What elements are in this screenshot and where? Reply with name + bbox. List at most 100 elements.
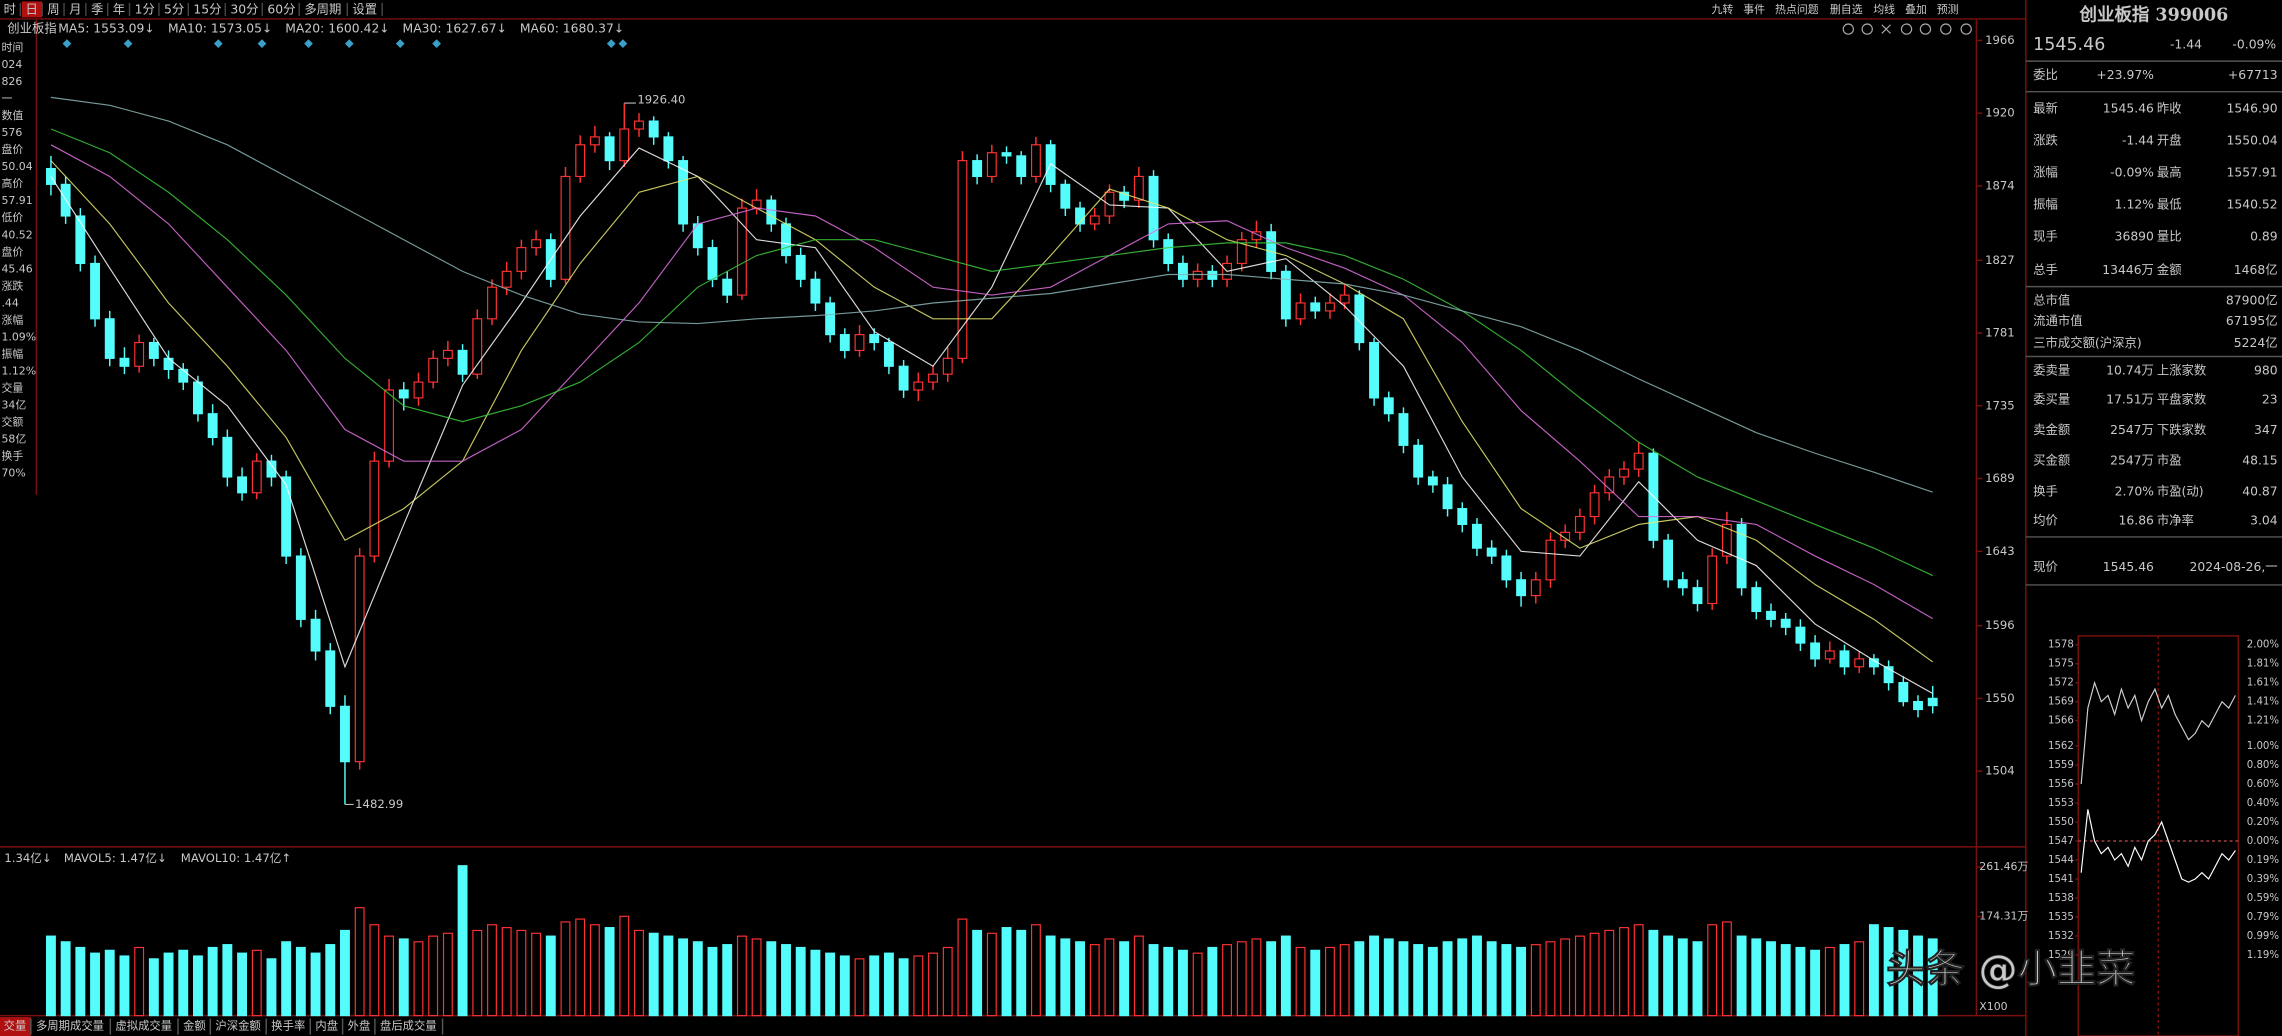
volume-bar [1398, 941, 1409, 1017]
period-button[interactable]: 周 [47, 3, 59, 17]
quote-cell: 现手 [2033, 230, 2058, 244]
candle-body [1119, 191, 1130, 201]
volume-bar [766, 941, 777, 1017]
mini-price-label: 1569 [2048, 697, 2074, 708]
period-button[interactable]: 日 [25, 3, 37, 17]
candle-body [1766, 610, 1776, 620]
tab[interactable]: 沪深金额 [215, 1019, 261, 1033]
period-button[interactable]: 30分 [230, 3, 258, 17]
volume-bar [692, 941, 703, 1017]
period-button[interactable]: 多周期 [304, 3, 341, 17]
icon[interactable] [1881, 24, 1891, 34]
volume-bar [457, 865, 468, 1017]
info-item: 826 [1, 75, 22, 88]
high-annotation: 1926.40 [637, 93, 685, 107]
tab[interactable]: 虚拟成交量 [115, 1019, 172, 1033]
icon[interactable] [1960, 23, 1972, 35]
tab[interactable]: 金额 [183, 1019, 206, 1033]
info-item: 涨跌 [1, 278, 23, 292]
volume-bar [1280, 935, 1291, 1017]
tool-button[interactable]: 热点问题 [1775, 3, 1819, 16]
volume-legend: MAVOL10: 1.47亿↑ [181, 851, 291, 865]
volume-bar [854, 958, 865, 1017]
mini-price-label: 1572 [2048, 678, 2074, 689]
volume-bar [1266, 941, 1277, 1017]
period-button[interactable]: 60分 [267, 3, 295, 17]
volume-bar [722, 944, 733, 1017]
mini-price-label: 1559 [2048, 760, 2074, 771]
period-button[interactable]: 季 [91, 3, 103, 17]
candle-body [1177, 262, 1188, 280]
period-button[interactable]: 5分 [164, 3, 184, 17]
tab[interactable]: 内盘 [315, 1019, 338, 1033]
candle-body [119, 357, 130, 367]
volume-bar [1663, 935, 1674, 1017]
tool-button[interactable]: 预测 [1937, 3, 1959, 16]
candle-body [75, 215, 86, 265]
icon[interactable] [1900, 23, 1913, 35]
tab[interactable]: 外盘 [348, 1019, 371, 1033]
tab[interactable]: 交量 [4, 1019, 27, 1033]
tool-button[interactable]: 事件 [1743, 3, 1765, 16]
tool-button[interactable]: 均线 [1873, 2, 1895, 16]
quote-cell: 980 [2254, 364, 2278, 378]
y-tick-label: 1735 [1985, 398, 2015, 412]
info-item: 58亿 [1, 433, 26, 446]
mini-pct-label: 1.81% [2247, 659, 2280, 670]
toolbar-icons[interactable] [1842, 23, 1972, 35]
candle-body [575, 144, 586, 178]
tab[interactable]: 多周期成交量 [36, 1019, 104, 1033]
tab[interactable]: 盘后成交量 [380, 1019, 437, 1033]
tool-button[interactable]: 九转 [1712, 2, 1734, 16]
period-button[interactable]: 年 [113, 3, 125, 17]
volume-bar [104, 949, 115, 1017]
quote-cell: 1540.52 [2227, 198, 2278, 212]
candle-body [589, 136, 600, 146]
y-tick-label: 1504 [1985, 764, 2015, 778]
mini-price-label: 1544 [2048, 855, 2074, 866]
volume-bar [1824, 946, 1835, 1017]
candle-body [398, 389, 409, 399]
quote-cell: 振幅 [2033, 197, 2058, 212]
period-button[interactable]: 时 [4, 3, 16, 17]
quote-cell: 委买量 [2033, 393, 2070, 407]
quote-cell: 三市成交额(沪深京) [2033, 335, 2142, 350]
volume-bar [648, 932, 659, 1017]
y-tick-label: 1596 [1985, 618, 2015, 632]
volume-bar [472, 929, 483, 1017]
tool-button[interactable]: 叠加 [1905, 3, 1927, 16]
volume-bar [1501, 944, 1512, 1017]
mini-pct-label: 0.79% [2247, 912, 2280, 923]
volume-bar [913, 955, 924, 1017]
volume-bar [736, 935, 747, 1017]
candle-body [1133, 175, 1144, 201]
quote-cell: -1.44 [2122, 134, 2154, 148]
icon[interactable] [1919, 23, 1932, 35]
icon[interactable] [1861, 23, 1873, 35]
candle-body [1780, 618, 1791, 628]
period-button[interactable]: 1分 [135, 3, 155, 17]
volume-bar [413, 941, 424, 1017]
tab[interactable]: 换手率 [271, 1019, 305, 1033]
period-button[interactable]: 月 [69, 3, 81, 17]
legend-entry: MA30: 1627.67↓ [403, 22, 507, 36]
candle-body [369, 460, 380, 557]
candle-body [1545, 539, 1556, 581]
volume-bar [1383, 938, 1394, 1017]
volume-bar [1766, 941, 1776, 1017]
candle-body [1383, 397, 1394, 415]
icon[interactable] [1842, 23, 1854, 35]
info-item: 盘价 [1, 244, 23, 258]
period-button[interactable]: 15分 [193, 3, 221, 17]
candle-body [295, 555, 306, 620]
period-button[interactable]: 设置 [352, 3, 377, 17]
icon[interactable] [1940, 23, 1952, 35]
volume-bar [1148, 944, 1159, 1017]
legend-name: 创业板指 [7, 21, 56, 36]
candle-body [883, 341, 894, 367]
quote-price: 1545.46 [2033, 35, 2105, 55]
candle-body [222, 436, 233, 478]
volume-bar [1545, 941, 1556, 1017]
tool-button[interactable]: 删自选 [1830, 3, 1863, 16]
